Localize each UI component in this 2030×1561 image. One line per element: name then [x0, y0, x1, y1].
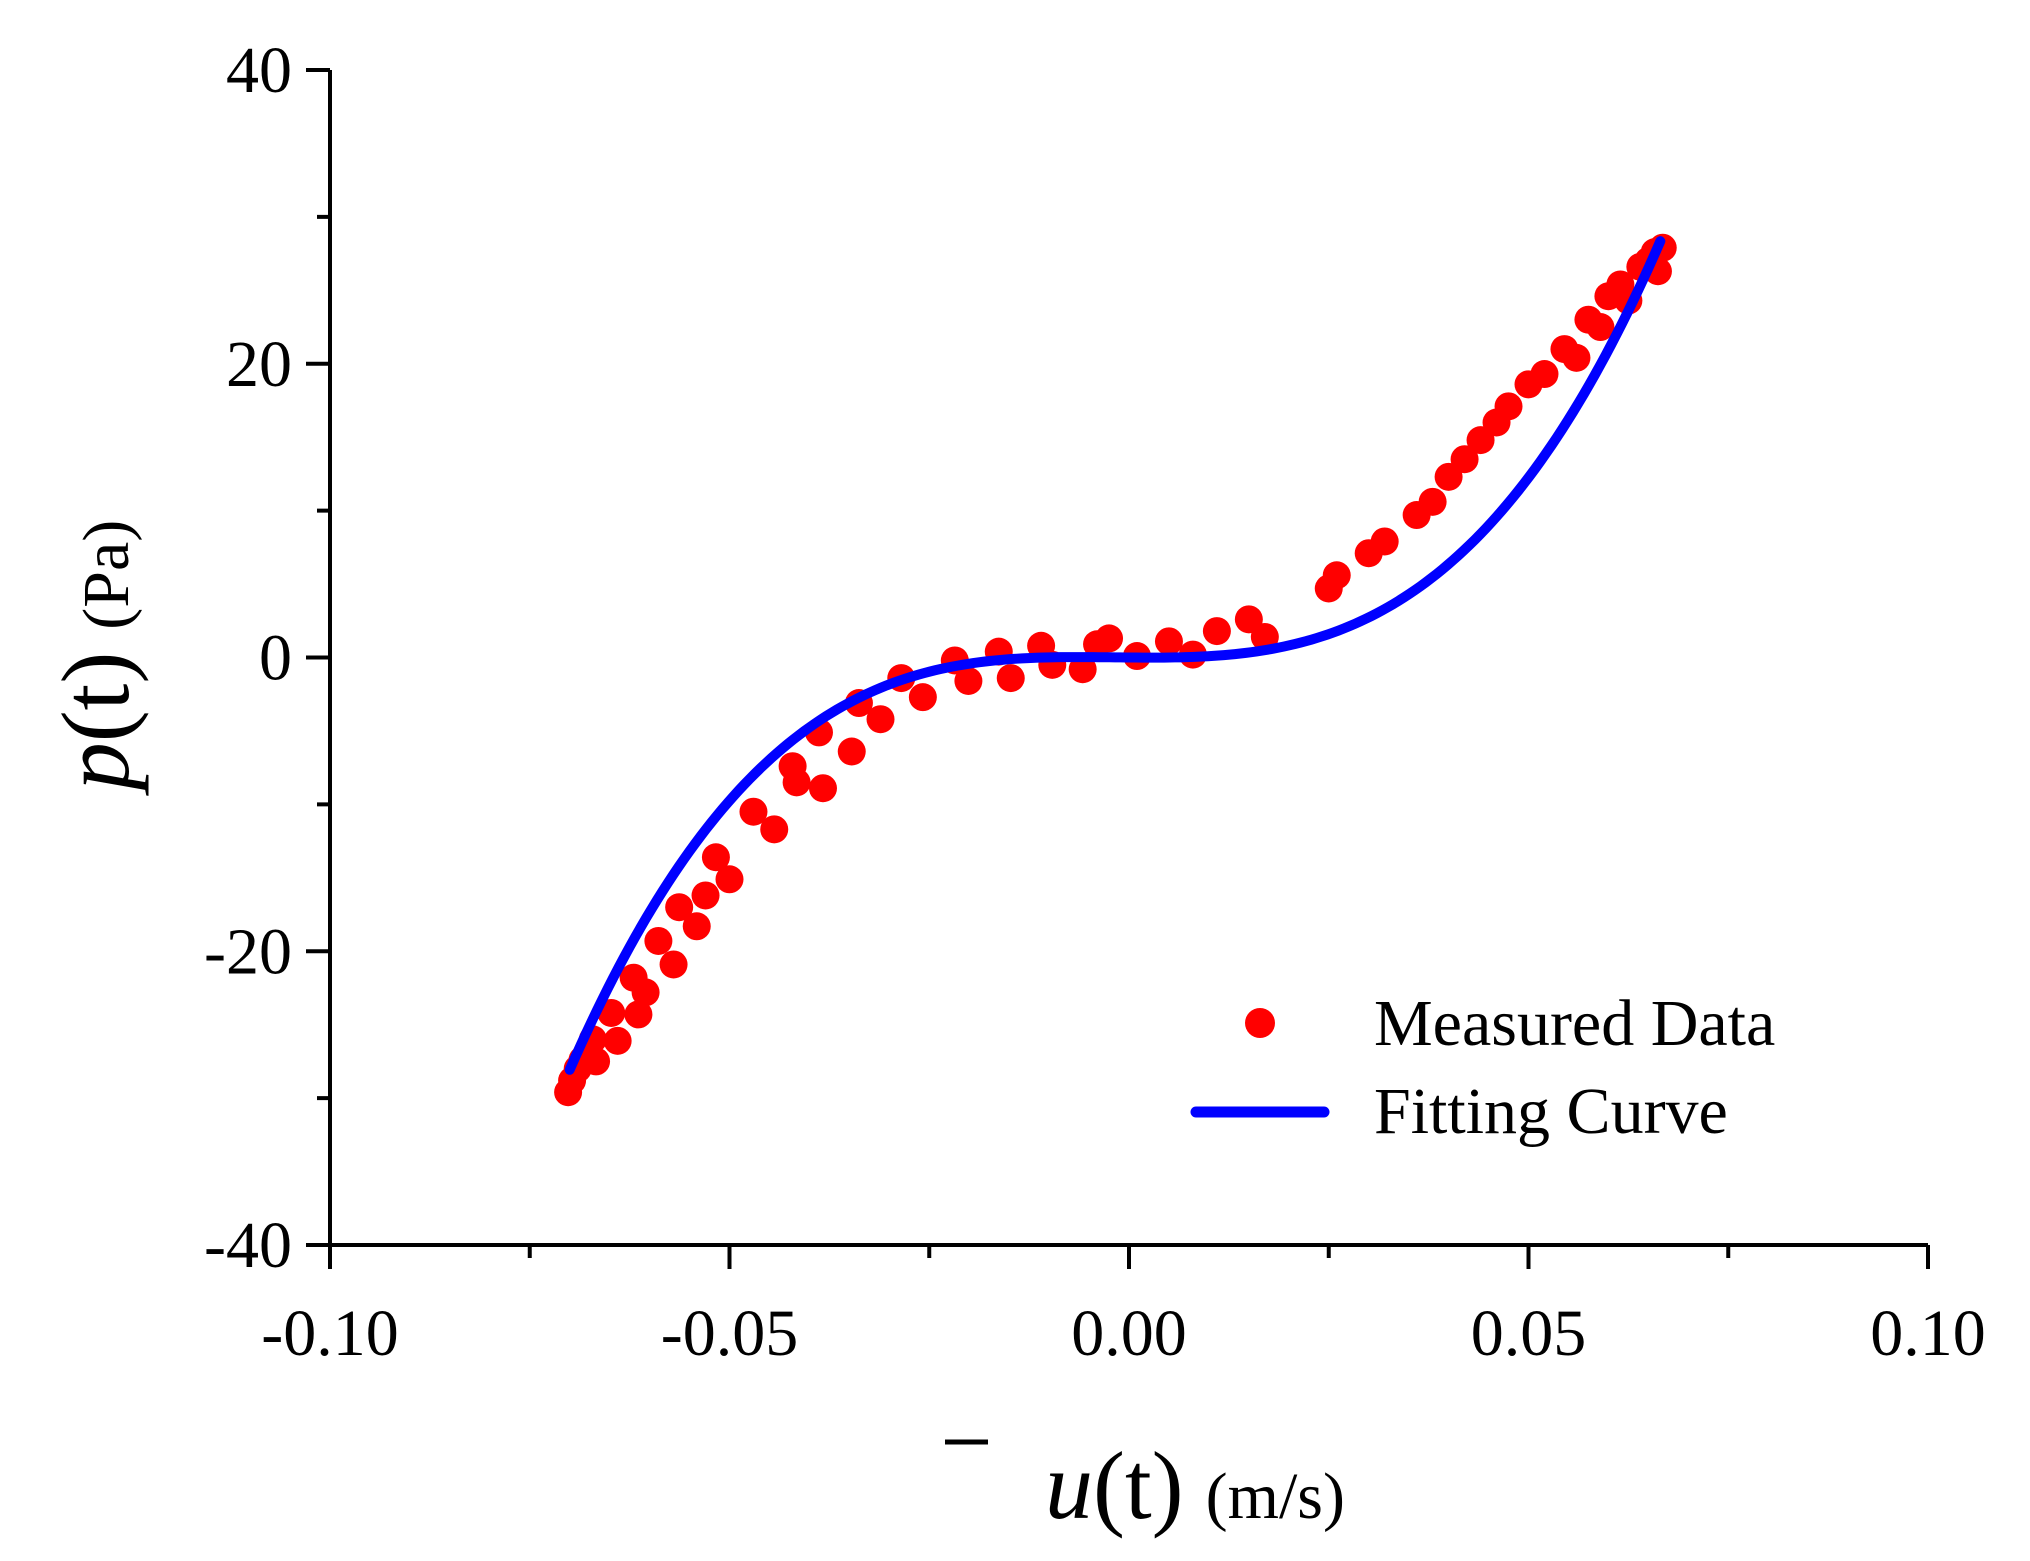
- y-tick-label: -20: [204, 915, 292, 988]
- data-point: [1494, 392, 1523, 421]
- y-tick-label: 0: [259, 622, 292, 695]
- data-point: [582, 1047, 611, 1076]
- data-point: [739, 797, 768, 826]
- y-axis: -40 -20 0 20 40: [204, 34, 332, 1282]
- x-tick-label: 0.05: [1471, 1297, 1587, 1370]
- measured-data-points: [554, 233, 1677, 1107]
- data-point: [659, 950, 688, 979]
- x-tick-label: 0.10: [1870, 1297, 1986, 1370]
- data-point: [1202, 617, 1231, 646]
- y-tick-label: 20: [226, 328, 292, 401]
- legend-label-fitting-curve: Fitting Curve: [1374, 1075, 1728, 1148]
- data-point: [866, 705, 895, 734]
- y-tick-label: 40: [226, 34, 292, 107]
- data-point: [1530, 360, 1559, 389]
- x-axis-unit: (m/s): [1206, 1460, 1345, 1533]
- data-point: [1586, 313, 1615, 342]
- data-point: [1450, 445, 1479, 474]
- data-point: [603, 1026, 632, 1055]
- y-tick-label: -40: [204, 1209, 292, 1282]
- data-point: [624, 1000, 653, 1029]
- x-axis-arg: (t): [1093, 1432, 1184, 1539]
- data-point: [665, 893, 694, 922]
- x-axis-title: u(t) (m/s): [1045, 1432, 1345, 1539]
- data-point: [1154, 627, 1183, 656]
- data-point: [644, 926, 673, 955]
- data-point: [1370, 527, 1399, 556]
- data-point: [631, 978, 660, 1007]
- y-axis-symbol: p: [42, 742, 149, 796]
- data-point: [1322, 561, 1351, 590]
- data-point: [1562, 343, 1591, 372]
- y-axis-title: p(t) (Pa): [42, 520, 149, 797]
- data-point: [691, 881, 720, 910]
- legend-marker-measured-data: [1245, 1008, 1275, 1038]
- data-point: [954, 667, 983, 695]
- data-point: [908, 683, 937, 712]
- data-point: [808, 774, 837, 803]
- y-axis-arg: (t): [42, 652, 149, 743]
- data-point: [1418, 487, 1447, 516]
- data-point: [715, 865, 744, 894]
- data-point: [782, 768, 811, 797]
- y-axis-unit: (Pa): [70, 520, 143, 630]
- x-tick-label: -0.05: [661, 1297, 798, 1370]
- data-point: [837, 737, 866, 766]
- data-point: [1095, 624, 1124, 653]
- data-point: [1068, 655, 1097, 684]
- fitting-curve-line: [564, 236, 1666, 1075]
- x-tick-label: 0.00: [1071, 1297, 1187, 1370]
- legend: Measured Data Fitting Curve: [1190, 987, 1775, 1148]
- x-tick-label: -0.10: [261, 1297, 398, 1370]
- x-axis-symbol: u: [1045, 1432, 1093, 1539]
- data-point: [996, 664, 1025, 693]
- legend-label-measured-data: Measured Data: [1374, 987, 1775, 1060]
- data-point: [760, 815, 789, 844]
- data-point: [701, 843, 730, 872]
- data-point: [682, 912, 711, 941]
- fitting-curve-group: [564, 236, 1666, 1075]
- x-axis: -0.10 -0.05 0.00 0.05 0.10: [261, 1243, 1986, 1370]
